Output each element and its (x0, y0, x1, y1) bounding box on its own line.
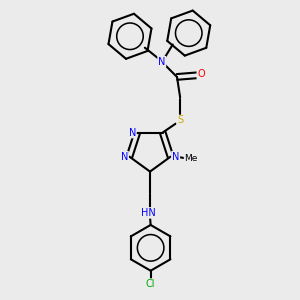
Text: HN: HN (141, 208, 155, 218)
Text: N: N (121, 152, 128, 162)
Text: Cl: Cl (146, 279, 155, 289)
Text: Me: Me (184, 154, 198, 163)
Text: N: N (128, 128, 136, 137)
Text: N: N (172, 152, 179, 162)
Text: S: S (177, 116, 183, 125)
Text: O: O (197, 69, 205, 80)
Text: N: N (158, 57, 165, 67)
